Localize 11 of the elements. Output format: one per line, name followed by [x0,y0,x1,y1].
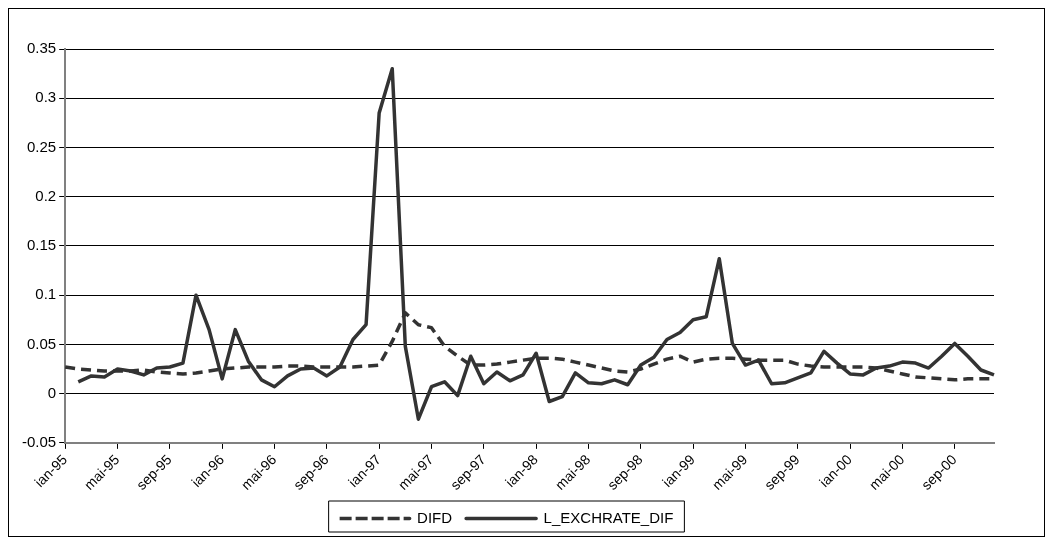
y-tick-label: 0 [47,383,57,401]
y-tick-label: 0.35 [26,39,57,57]
y-tick-label: 0.3 [35,88,57,106]
y-tick-label: 0.1 [35,285,57,303]
y-tick-label: 0.15 [26,236,57,254]
legend-label: DIFD [417,508,453,526]
legend-label: L_EXCHRATE_DIF [543,508,674,526]
y-tick-label: 0.2 [35,186,57,204]
y-tick-label: 0.25 [26,137,57,155]
y-tick-label: 0.05 [26,334,57,352]
y-tick-label: -0.05 [21,432,57,450]
